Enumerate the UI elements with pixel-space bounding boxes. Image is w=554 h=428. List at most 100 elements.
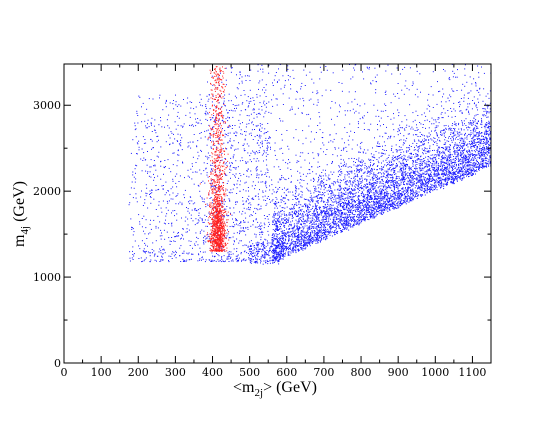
data-point [258,248,260,250]
data-point [145,125,147,127]
data-point [253,117,255,119]
data-point [311,230,313,232]
data-point [375,192,377,194]
data-point [264,252,266,254]
data-point [187,142,189,144]
data-point [339,216,341,218]
data-point [463,120,465,122]
data-point [417,129,419,130]
data-point [246,100,248,102]
data-point [154,253,156,255]
data-point [376,166,378,167]
data-point [139,221,141,223]
data-point [174,210,176,211]
data-point [142,260,144,262]
data-point [428,163,430,165]
data-point [184,259,186,261]
data-point [318,187,320,189]
data-point [483,110,485,112]
data-point [318,176,319,178]
data-point [282,120,284,122]
data-point [293,206,295,208]
data-point [266,175,268,177]
data-point [207,234,209,235]
data-point [266,102,268,104]
data-point [338,218,340,220]
data-point [161,126,163,128]
data-point [472,100,474,101]
data-point [280,147,282,149]
data-point [266,259,268,261]
data-point [210,197,212,198]
data-point [460,170,462,172]
data-point [375,151,377,152]
data-point [463,149,465,151]
data-point [165,102,167,104]
data-point [386,199,388,200]
data-point [145,252,146,254]
data-point [132,254,134,255]
data-point [328,141,330,143]
data-point [239,233,240,235]
data-point [214,255,216,257]
data-point [239,184,241,186]
data-point [478,141,480,143]
data-point [189,101,191,103]
data-point [218,143,220,145]
data-point [403,166,405,168]
data-point [271,179,273,181]
data-point [366,206,368,208]
data-point [204,251,206,253]
data-point [377,208,378,210]
data-point [473,154,475,155]
data-point [352,193,354,195]
data-point [393,181,395,183]
data-point [487,116,489,118]
data-point [277,245,279,247]
data-point [449,176,451,178]
data-point [272,241,274,243]
data-point [454,150,456,152]
data-point [342,149,344,151]
data-point [233,154,235,156]
data-point [307,240,309,242]
data-point [400,180,402,182]
data-point [473,96,475,98]
data-point [273,236,275,238]
data-point [434,186,436,188]
data-point [453,165,455,167]
data-point [400,199,402,201]
data-point [381,185,383,187]
data-point [251,161,252,163]
data-point [266,261,268,262]
data-point [410,167,411,169]
data-point [259,102,261,104]
data-point [411,197,413,199]
data-point [255,170,257,172]
data-point [468,123,470,125]
data-point [223,216,225,218]
data-point [373,217,375,219]
data-point [228,255,230,257]
data-point [292,227,294,229]
data-point [399,201,401,202]
data-point [415,196,417,197]
data-point [172,103,174,105]
data-point [248,75,250,77]
data-point [314,203,316,205]
data-point [333,198,335,200]
data-point [330,227,332,229]
data-point [241,82,243,84]
data-point [395,204,396,206]
data-point [142,250,144,252]
data-point [450,171,452,173]
data-point [218,260,220,262]
data-point [424,177,426,179]
data-point [334,196,335,198]
data-point [283,230,285,232]
data-point [358,206,360,208]
data-point [221,256,223,258]
data-point [279,118,281,120]
data-point [396,196,398,198]
data-point [248,249,250,251]
